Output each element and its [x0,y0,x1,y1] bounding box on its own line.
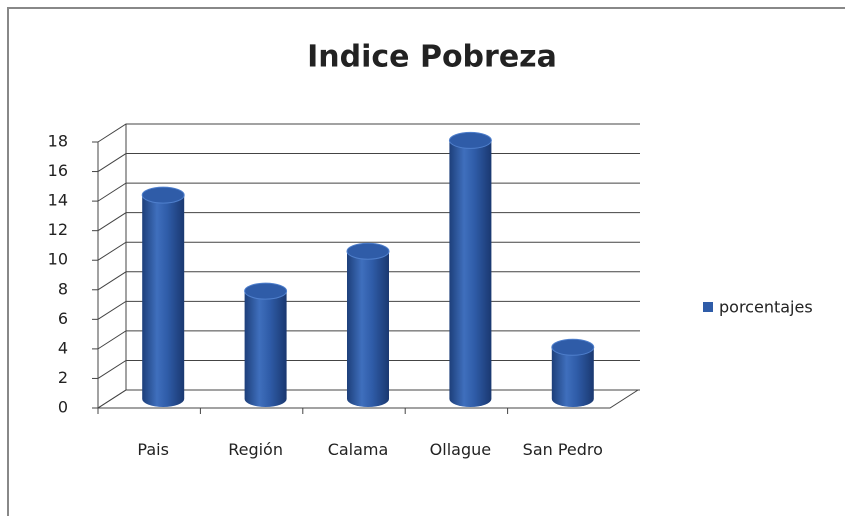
legend-swatch [703,302,713,312]
y-tick-label: 10 [48,250,68,269]
y-tick-label: 8 [58,279,68,298]
y-tick-label: 2 [58,368,68,387]
bar [551,338,595,407]
x-tick-label: Ollague [429,440,492,459]
y-tick-label: 18 [48,132,68,151]
y-tick-label: 12 [48,220,68,239]
chart-frame [7,7,845,516]
x-tick-label: Región [228,440,283,459]
grid-line [97,123,640,143]
x-tick-label: San Pedro [522,440,603,459]
y-tick-label: 4 [58,338,68,357]
y-tick-label: 6 [58,309,68,328]
grid-line [97,153,640,172]
chart-title: Indice Pobreza [307,40,557,75]
bar [244,282,288,407]
y-tick-label: 0 [58,398,68,417]
y-tick-label: 16 [48,161,68,180]
legend-label: porcentajes [719,298,813,317]
bar [346,242,390,407]
y-tick-label: 14 [48,191,68,210]
x-tick-label: Calama [327,440,389,459]
bar [448,131,492,407]
bar [141,186,185,407]
x-tick-label: Pais [137,440,169,459]
